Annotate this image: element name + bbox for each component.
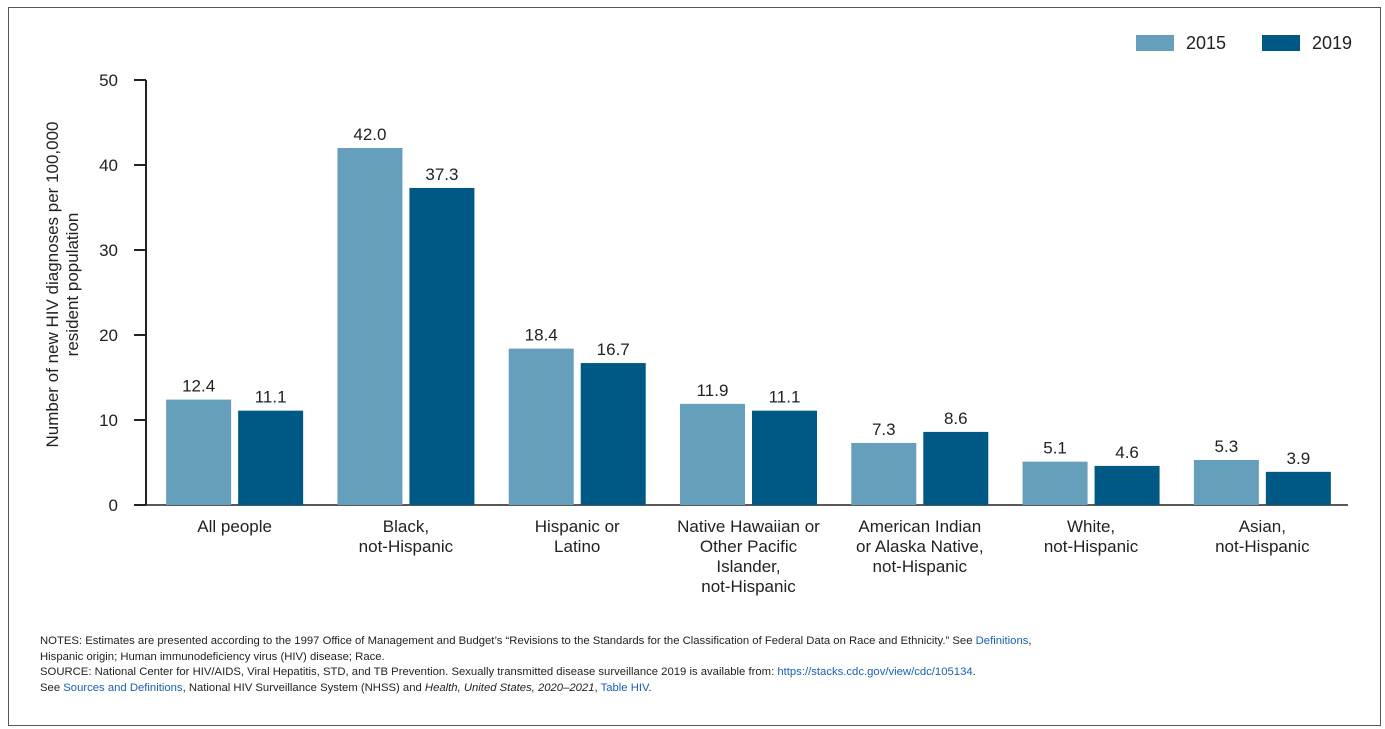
bar-2019 xyxy=(238,410,304,505)
category-label-line: not-Hispanic xyxy=(359,537,454,556)
table-hiv-link[interactable]: Table HIV xyxy=(600,681,649,694)
y-axis-label-line: Number of new HIV diagnoses per 100,000 xyxy=(43,121,62,447)
bar-2019 xyxy=(923,431,989,505)
value-label-2015: 42.0 xyxy=(353,125,386,144)
value-label-2015: 11.9 xyxy=(697,381,729,400)
see-prefix: See xyxy=(40,681,64,694)
legend-label-2015: 2015 xyxy=(1186,33,1226,53)
value-label-2015: 7.3 xyxy=(872,420,896,439)
category-label-line: not-Hispanic xyxy=(701,577,796,596)
category-label-line: Native Hawaiian or xyxy=(677,517,820,536)
category-label-line: American Indian xyxy=(858,517,981,536)
category-label-line: not-Hispanic xyxy=(873,557,968,576)
y-tick-label: 10 xyxy=(99,411,118,430)
legend-swatch-2019 xyxy=(1262,35,1300,51)
category-label: American Indian or Alaska Native, not-Hisp… xyxy=(856,517,984,576)
figure-notes: NOTES: Estimates are presented according… xyxy=(40,634,1360,696)
category-label: Asian, not-Hispanic xyxy=(1215,517,1310,556)
notes-paragraph: NOTES: Estimates are presented according… xyxy=(40,634,1360,650)
source-punct: . xyxy=(972,666,976,678)
see-paragraph: See Sources and Definitions, National HI… xyxy=(40,681,1360,697)
bar-2019 xyxy=(409,187,475,505)
legend-label-2019: 2019 xyxy=(1312,33,1352,53)
value-label-2019: 8.6 xyxy=(944,409,968,428)
bar-2015 xyxy=(851,442,917,505)
source-url-link[interactable]: https://stacks.cdc.gov/view/cdc/105134 xyxy=(777,666,973,678)
category-label-line: All people xyxy=(197,517,272,536)
legend-swatch-2015 xyxy=(1136,35,1174,51)
bar-chart: 0 10 20 30 40 50 Number of new HIV diagnoses p… xyxy=(43,33,1352,596)
category-label: All people xyxy=(197,517,272,536)
value-label-2015: 5.3 xyxy=(1215,437,1239,456)
bar-2015 xyxy=(508,348,574,505)
category-label-line: not-Hispanic xyxy=(1044,537,1139,556)
category-label-line: not-Hispanic xyxy=(1215,537,1310,556)
category-label-line: Islander, xyxy=(716,557,780,576)
value-label-2019: 4.6 xyxy=(1115,443,1139,462)
bar-2015 xyxy=(337,148,403,505)
value-label-2019: 11.1 xyxy=(769,388,801,407)
bar-2015 xyxy=(1022,461,1088,505)
hus-title: Health, United States, 2020–2021 xyxy=(424,681,595,694)
y-tick-label: 50 xyxy=(99,71,118,90)
value-label-2019: 11.1 xyxy=(255,388,287,407)
value-label-2019: 37.3 xyxy=(425,165,458,184)
category-label-line: Hispanic or xyxy=(535,517,620,536)
bar-2015 xyxy=(1193,459,1259,505)
notes-punct: , xyxy=(1028,635,1032,647)
bar-2019 xyxy=(1094,465,1160,505)
category-label-line: Other Pacific xyxy=(700,537,798,556)
bar-2015 xyxy=(680,403,745,505)
see-middle: , National HIV Surveillance System (NHSS… xyxy=(182,681,425,694)
value-label-2019: 16.7 xyxy=(597,340,630,359)
category-label: White, not-Hispanic xyxy=(1044,517,1139,556)
y-tick-label: 40 xyxy=(99,156,118,175)
value-label-2015: 18.4 xyxy=(525,326,558,345)
y-tick-label: 20 xyxy=(99,326,118,345)
category-label-line: Asian, xyxy=(1239,517,1286,536)
see-comma: , xyxy=(594,681,601,694)
definitions-link[interactable]: Definitions xyxy=(975,635,1029,647)
figure-frame xyxy=(8,7,1381,726)
category-label-line: or Alaska Native, xyxy=(856,537,984,556)
y-axis-label: Number of new HIV diagnoses per 100,000r… xyxy=(43,121,82,447)
source-paragraph: SOURCE: National Center for HIV/AIDS, Vi… xyxy=(40,665,1360,681)
see-end: . xyxy=(648,681,652,694)
bar-2019 xyxy=(580,363,646,505)
notes-line-2: Hispanic origin; Human immunodeficiency … xyxy=(40,650,385,663)
category-label: Native Hawaiian or Other Pacific Islander,… xyxy=(677,517,820,596)
value-label-2019: 3.9 xyxy=(1287,449,1311,468)
y-axis-label-line: resident population xyxy=(63,213,82,357)
bar-2019 xyxy=(752,410,817,505)
category-label-line: Latino xyxy=(554,537,600,556)
y-tick-label: 0 xyxy=(109,496,118,515)
source-text: SOURCE: National Center for HIV/AIDS, Vi… xyxy=(40,666,778,678)
bar-2015 xyxy=(166,399,232,505)
bar-2019 xyxy=(1265,471,1331,505)
notes-text: NOTES: Estimates are presented according… xyxy=(40,635,976,647)
category-label: Hispanic or Latino xyxy=(535,517,620,556)
category-label-line: Black, xyxy=(383,517,429,536)
sources-definitions-link[interactable]: Sources and Definitions xyxy=(63,681,183,694)
category-label: Black, not-Hispanic xyxy=(359,517,454,556)
category-label-line: White, xyxy=(1067,517,1115,536)
value-label-2015: 5.1 xyxy=(1043,439,1067,458)
value-label-2015: 12.4 xyxy=(182,377,215,396)
y-tick-label: 30 xyxy=(99,241,118,260)
